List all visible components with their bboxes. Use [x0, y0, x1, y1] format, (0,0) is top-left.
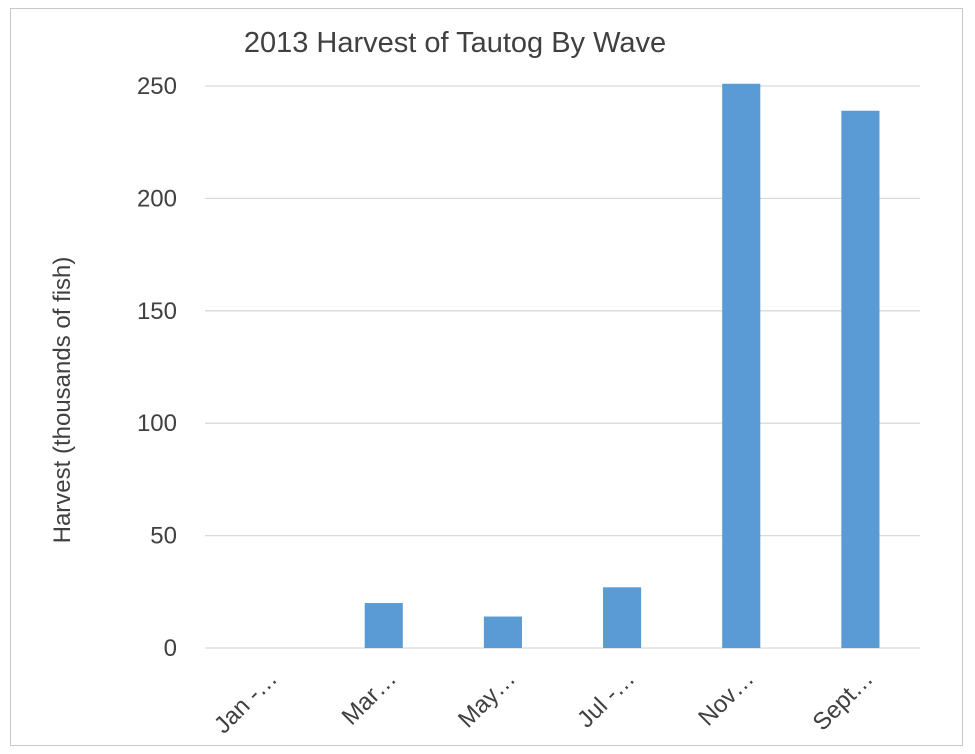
y-axis-label: Harvest (thousands of fish): [49, 257, 76, 544]
x-tick-label: May…: [453, 665, 521, 733]
y-tick-label: 250: [137, 73, 177, 100]
bar-3: [603, 587, 642, 648]
bar-5: [841, 110, 880, 648]
gridlines: [205, 85, 920, 649]
x-tick-label: Sept…: [808, 665, 879, 736]
x-axis-ticks: Jan -… Mar… May… Jul -… Nov… Sept…: [209, 665, 879, 739]
y-tick-label: 50: [150, 523, 177, 550]
x-tick-label: Mar…: [337, 665, 402, 730]
bar-4: [722, 83, 761, 648]
chart-title: 2013 Harvest of Tautog By Wave: [244, 27, 666, 59]
y-tick-label: 200: [137, 185, 177, 212]
bars: [364, 83, 880, 648]
y-tick-label: 100: [137, 410, 177, 437]
bar-1: [364, 603, 403, 648]
y-axis-ticks: 0 50 100 150 200 250: [137, 73, 177, 662]
y-tick-label: 150: [137, 298, 177, 325]
x-tick-label: Nov…: [693, 665, 759, 731]
x-tick-label: Jul -…: [572, 665, 640, 733]
x-tick-label: Jan -…: [209, 665, 283, 739]
bar-2: [483, 616, 522, 648]
y-tick-label: 0: [164, 635, 177, 662]
